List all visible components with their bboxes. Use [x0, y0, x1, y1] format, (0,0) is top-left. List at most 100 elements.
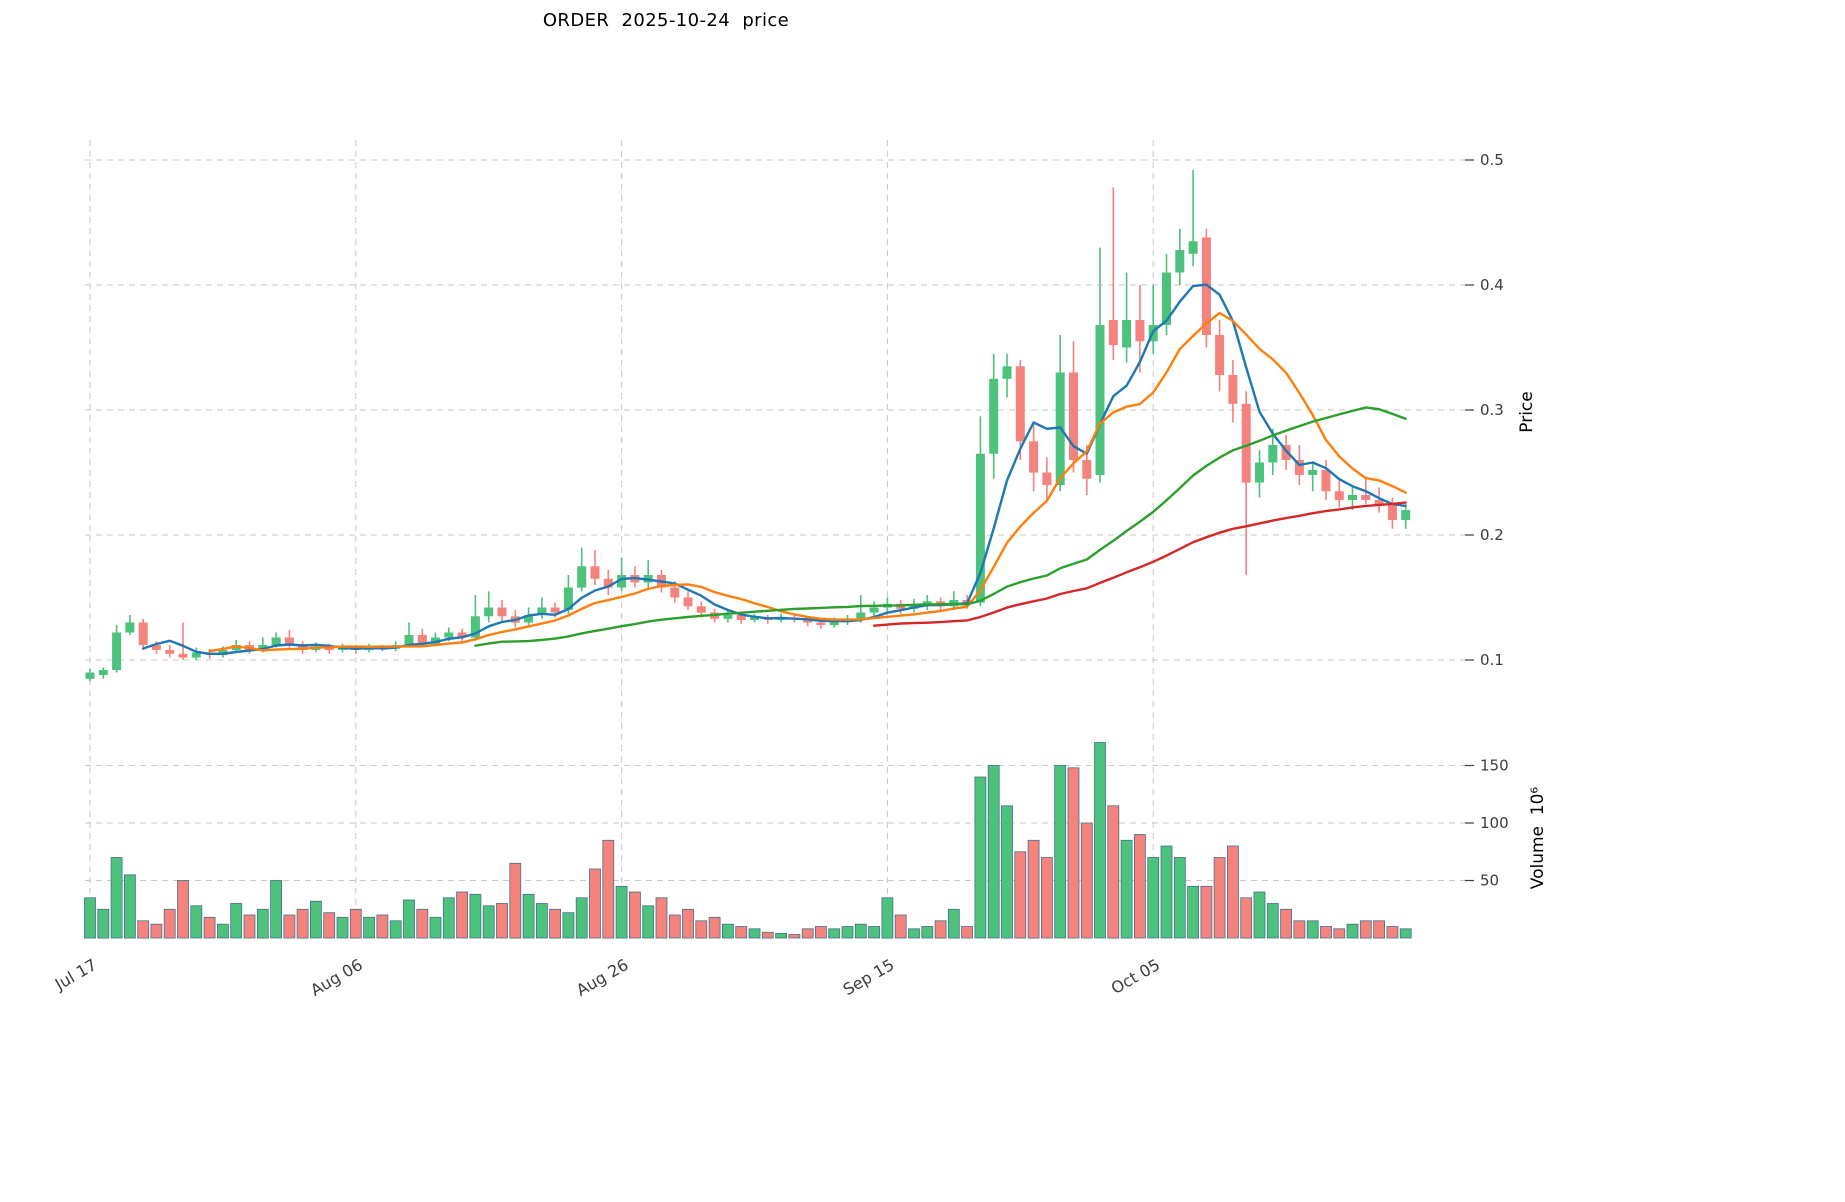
- volume-bar: [722, 923, 734, 939]
- candle-body: [165, 650, 175, 654]
- candle-body: [1201, 237, 1211, 335]
- candle-body: [1002, 366, 1012, 379]
- candle-body: [457, 632, 467, 638]
- volume-bar: [1147, 857, 1160, 939]
- candle-body: [1241, 403, 1251, 483]
- volume-bar: [1014, 851, 1027, 939]
- volume-bar: [336, 916, 349, 939]
- candle-body: [1321, 470, 1331, 492]
- volume-bar: [363, 916, 376, 939]
- volume-bar: [748, 928, 761, 939]
- volume-bar: [1094, 742, 1106, 939]
- candle-body: [112, 632, 122, 670]
- candle-body: [1294, 460, 1304, 475]
- volume-bar: [987, 765, 1000, 939]
- candle-body: [417, 635, 427, 644]
- volume-bar: [1386, 926, 1399, 939]
- candle-body: [1188, 241, 1198, 254]
- volume-bar: [549, 908, 561, 939]
- volume-bar: [974, 776, 987, 939]
- volume-bar: [615, 885, 628, 939]
- volume-bar: [1160, 845, 1173, 939]
- candle-body: [218, 650, 228, 655]
- volume-bar: [881, 897, 894, 939]
- volume-bar: [1187, 885, 1199, 939]
- candle-body: [550, 607, 560, 613]
- ma-line-60: [872, 501, 1407, 627]
- volume-bar: [376, 914, 389, 939]
- candle-body: [191, 652, 201, 658]
- volume-bar: [1041, 857, 1053, 939]
- volume-bar: [509, 862, 522, 939]
- volume-bar: [841, 926, 854, 939]
- volume-bar: [828, 928, 841, 939]
- candle-body: [577, 566, 587, 588]
- volume-bar: [655, 897, 668, 939]
- candle-body: [1255, 462, 1264, 483]
- volume-bar: [1320, 926, 1332, 939]
- candle-body: [537, 607, 547, 615]
- volume-bar: [323, 912, 336, 939]
- volume-bar: [256, 908, 269, 939]
- volume-bar: [1080, 822, 1093, 939]
- volume-bar: [110, 857, 123, 939]
- candle-body: [869, 607, 879, 613]
- candle-body: [404, 635, 414, 645]
- candle-body: [1122, 320, 1132, 348]
- volume-bar: [522, 893, 535, 939]
- candle-body: [736, 615, 746, 620]
- volume-bar: [1346, 923, 1359, 939]
- ma-line-10: [208, 311, 1407, 653]
- volume-tick-label: 100: [1480, 814, 1509, 832]
- candle-body: [1069, 372, 1078, 460]
- ma-line-5: [141, 283, 1407, 655]
- candle-body: [151, 645, 161, 650]
- candle-body: [723, 615, 733, 619]
- candle-body: [1175, 250, 1185, 273]
- candle-body: [829, 621, 839, 626]
- candle-body: [816, 622, 826, 625]
- volume-bar: [947, 908, 960, 939]
- candle-body: [431, 637, 440, 644]
- ma-line-30: [474, 406, 1407, 647]
- volume-bar: [1266, 903, 1279, 939]
- candle-body: [1401, 510, 1411, 520]
- candle-body: [271, 637, 281, 645]
- candle-body: [470, 616, 480, 638]
- candle-body: [1387, 505, 1397, 520]
- volume-bar: [536, 903, 548, 939]
- volume-bar: [1213, 857, 1226, 939]
- volume-bar: [589, 868, 601, 939]
- volume-bar: [894, 914, 907, 939]
- volume-bar: [801, 928, 814, 939]
- volume-bar: [469, 893, 482, 939]
- candle-body: [1162, 272, 1171, 325]
- volume-bar: [84, 897, 96, 939]
- price-tick-label: 0.3: [1480, 401, 1504, 419]
- volume-bar: [416, 908, 429, 939]
- candle-body: [1042, 472, 1052, 485]
- price-tick-label: 0.5: [1480, 151, 1504, 169]
- date-tick-label: Aug 06: [307, 955, 366, 1000]
- volume-bar: [97, 908, 110, 939]
- volume-bar: [1293, 920, 1306, 939]
- candle-body: [298, 645, 308, 650]
- candle-body: [563, 587, 573, 610]
- volume-bar: [668, 914, 681, 939]
- volume-bar: [283, 914, 296, 939]
- candle-body: [484, 607, 494, 617]
- volume-bar: [1001, 805, 1013, 939]
- price-tick-label: 0.4: [1480, 276, 1504, 294]
- candle-body: [696, 606, 706, 613]
- volume-bar: [629, 891, 641, 939]
- candle-body: [617, 575, 627, 588]
- volume-bar: [775, 933, 787, 939]
- volume-bar: [908, 928, 920, 939]
- volume-bar: [1227, 845, 1239, 939]
- volume-bar: [216, 923, 229, 939]
- volume-bar: [403, 899, 415, 939]
- candle-body: [590, 566, 600, 579]
- candle-body: [1215, 335, 1225, 375]
- volume-bar: [575, 897, 588, 939]
